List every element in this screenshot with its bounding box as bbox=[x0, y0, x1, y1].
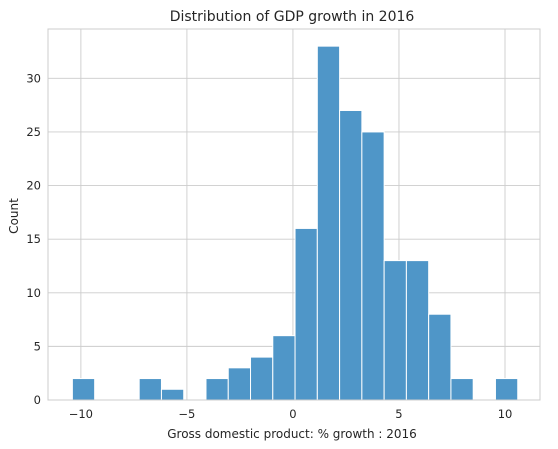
x-axis-label: Gross domestic product: % growth : 2016 bbox=[167, 427, 417, 441]
y-tick-label: 20 bbox=[26, 179, 41, 193]
plot-area bbox=[47, 28, 541, 401]
histogram-bar bbox=[494, 378, 519, 401]
y-tick-label: 10 bbox=[26, 286, 41, 300]
histogram-bar bbox=[450, 378, 474, 401]
histogram-bar bbox=[383, 260, 407, 401]
histogram-bar bbox=[250, 356, 274, 401]
plot-frame bbox=[47, 28, 541, 401]
x-tick-label: −5 bbox=[178, 407, 195, 421]
histogram-bar bbox=[405, 260, 430, 401]
histogram-bar bbox=[339, 109, 363, 401]
y-axis-label: Count bbox=[7, 198, 21, 234]
y-tick-label: 5 bbox=[34, 339, 41, 353]
y-tick-label: 30 bbox=[26, 71, 41, 85]
y-tick-labels: 0 5 10 15 20 25 30 bbox=[26, 71, 41, 407]
y-tick-label: 15 bbox=[26, 232, 41, 246]
y-tick-label: 0 bbox=[34, 393, 41, 407]
y-tick-label: 25 bbox=[26, 125, 41, 139]
x-tick-labels: −10 −5 0 5 10 bbox=[69, 407, 513, 421]
histogram-bar bbox=[428, 313, 452, 401]
x-tick-label: 10 bbox=[498, 407, 513, 421]
histogram-bar bbox=[227, 367, 252, 401]
x-tick-label: 5 bbox=[395, 407, 402, 421]
histogram-bar bbox=[361, 131, 385, 401]
histogram-bar bbox=[160, 388, 185, 401]
histogram-bar bbox=[272, 335, 296, 401]
histogram-bar bbox=[316, 45, 341, 401]
x-tick-label: 0 bbox=[289, 407, 296, 421]
grid-lines bbox=[48, 29, 540, 401]
chart-title: Distribution of GDP growth in 2016 bbox=[170, 9, 415, 25]
histogram-bar bbox=[138, 378, 162, 401]
bars bbox=[71, 45, 519, 401]
histogram-bar bbox=[205, 378, 229, 401]
x-tick-label: −10 bbox=[69, 407, 93, 421]
histogram-bar bbox=[294, 227, 318, 401]
histogram-bar bbox=[71, 378, 96, 401]
